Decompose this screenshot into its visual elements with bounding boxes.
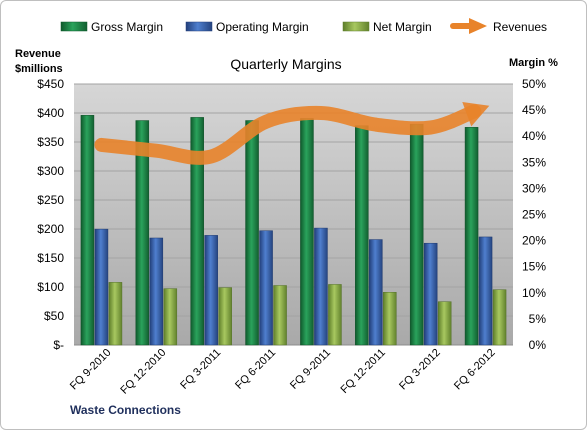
legend: Gross Margin Operating Margin Net Margin… xyxy=(60,18,547,34)
x-tick-label: FQ 9-2011 xyxy=(288,347,333,392)
operating-margin-bar xyxy=(369,239,383,346)
x-tick-label: FQ 6-2012 xyxy=(452,347,498,393)
net-margin-bar xyxy=(273,285,287,346)
right-tick-label: 30% xyxy=(522,181,546,195)
gross-margin-bar xyxy=(190,117,204,346)
right-tick-label: 0% xyxy=(529,338,547,352)
left-axis-ticks: $- $50 $100 $150 $200 $250 $300 $350 $400 $450 xyxy=(37,77,64,352)
left-tick-label: $200 xyxy=(37,222,64,236)
right-tick-label: 35% xyxy=(522,155,546,169)
x-axis-ticks: FQ 9-2010 FQ 12-2010 FQ 3-2011 FQ 6-2011 FQ … xyxy=(68,347,498,397)
operating-margin-bar xyxy=(314,227,328,346)
left-axis-title-line2: $millions xyxy=(15,63,63,75)
x-tick-label: FQ 6-2011 xyxy=(233,347,278,392)
net-margin-bar xyxy=(437,301,452,346)
right-axis-title: Margin % xyxy=(509,57,558,69)
legend-swatch-net-margin xyxy=(342,21,370,32)
chart-title: Quarterly Margins xyxy=(230,56,341,72)
left-axis-title-line1: Revenue xyxy=(15,48,61,60)
bars xyxy=(80,115,507,346)
legend-swatch-gross-margin xyxy=(60,21,88,32)
right-tick-label: 50% xyxy=(522,77,546,91)
operating-margin-bar xyxy=(478,236,493,346)
left-tick-label: $150 xyxy=(37,251,64,265)
right-tick-label: 20% xyxy=(522,234,546,248)
left-tick-label: $50 xyxy=(44,309,64,323)
legend-swatch-operating-margin xyxy=(185,21,213,32)
legend-label-revenues: Revenues xyxy=(493,20,547,34)
right-tick-label: 40% xyxy=(522,129,546,143)
right-tick-label: 45% xyxy=(522,103,546,117)
operating-margin-bar xyxy=(149,237,164,346)
gross-margin-bar xyxy=(300,118,314,346)
left-tick-label: $- xyxy=(53,338,64,352)
operating-margin-bar xyxy=(423,242,438,346)
left-tick-label: $350 xyxy=(37,135,64,149)
operating-margin-bar xyxy=(259,230,273,346)
left-tick-label: $300 xyxy=(37,164,64,178)
net-margin-bar xyxy=(383,292,397,346)
legend-label-operating-margin: Operating Margin xyxy=(216,20,309,34)
legend-label-net-margin: Net Margin xyxy=(373,20,432,34)
left-tick-label: $400 xyxy=(37,106,64,120)
gross-margin-bar xyxy=(135,120,150,346)
x-tick-label: FQ 3-2011 xyxy=(178,347,223,392)
gross-margin-bar xyxy=(355,125,369,346)
right-axis-ticks: 0% 5% 10% 15% 20% 25% 30% 35% 40% 45% 50% xyxy=(522,77,546,352)
revenue-line-arrowhead xyxy=(462,101,490,127)
right-tick-label: 5% xyxy=(529,312,547,326)
x-tick-label: FQ 12-2010 xyxy=(118,347,168,397)
right-tick-label: 25% xyxy=(522,208,546,222)
net-margin-bar xyxy=(163,288,178,346)
left-tick-label: $450 xyxy=(37,77,64,91)
revenue-line xyxy=(94,101,490,165)
x-tick-label: FQ 9-2010 xyxy=(68,347,114,393)
revenue-line-path xyxy=(94,104,482,165)
x-tick-label: FQ 12-2011 xyxy=(339,347,388,396)
company-label: Waste Connections xyxy=(70,403,181,417)
gross-margin-bar xyxy=(80,115,95,346)
legend-label-gross-margin: Gross Margin xyxy=(91,20,163,34)
gross-margin-bar xyxy=(245,120,259,346)
right-tick-label: 15% xyxy=(522,260,546,274)
net-margin-bar xyxy=(492,289,507,346)
operating-margin-bar xyxy=(204,235,218,346)
net-margin-bar xyxy=(328,284,342,346)
net-margin-bar xyxy=(108,282,123,346)
left-tick-label: $250 xyxy=(37,193,64,207)
left-tick-label: $100 xyxy=(37,280,64,294)
operating-margin-bar xyxy=(94,228,109,346)
gross-margin-bar xyxy=(464,127,479,346)
gross-margin-bar xyxy=(409,123,424,346)
right-tick-label: 10% xyxy=(522,286,546,300)
net-margin-bar xyxy=(218,287,232,346)
x-tick-label: FQ 3-2012 xyxy=(397,347,443,393)
legend-arrow-revenues xyxy=(469,18,487,34)
